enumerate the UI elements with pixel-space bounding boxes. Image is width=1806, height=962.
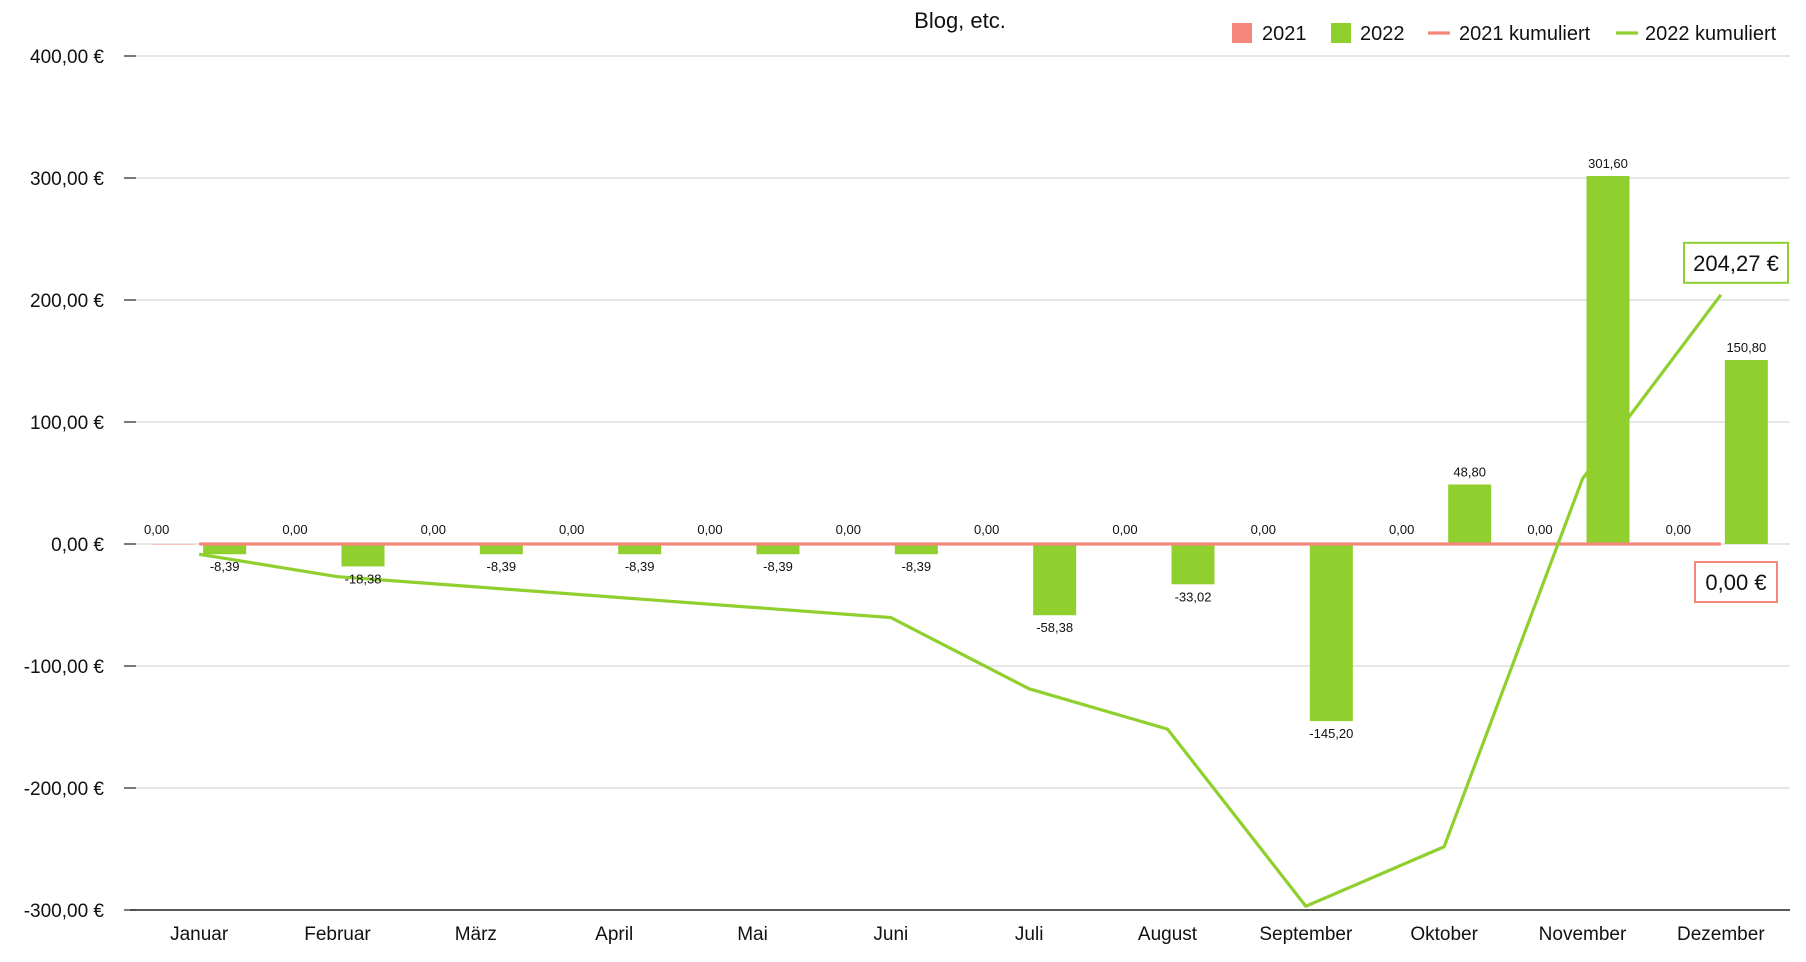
end-label-box <box>1683 241 1789 284</box>
data-label-2021: 0,00 <box>836 522 861 537</box>
bar-2022 <box>1448 484 1492 544</box>
x-tick-label: Dezember <box>1677 924 1765 945</box>
chart-title: Blog, etc. <box>914 8 1006 33</box>
data-label-2021: 0,00 <box>144 522 169 537</box>
data-label-2022: -18,38 <box>345 571 382 586</box>
legend-swatch <box>1331 23 1351 43</box>
bar-2022 <box>1724 360 1768 544</box>
y-tick-label: -200,00 € <box>24 779 105 800</box>
legend: 2021 2022 2021 kumuliert 2022 kumuliert <box>1232 23 1777 45</box>
x-tick-label: September <box>1259 924 1353 945</box>
bar-2022 <box>894 544 938 555</box>
data-label-2022: -8,39 <box>625 559 655 574</box>
x-tick-label: August <box>1138 924 1198 945</box>
bar-2022 <box>618 544 662 555</box>
line-2022-kumuliert <box>198 293 1723 908</box>
data-label-2021: 0,00 <box>1112 522 1137 537</box>
end-label: 0,00 € <box>1705 570 1766 595</box>
x-tick-label: Juli <box>1015 924 1044 945</box>
legend-label: 2022 <box>1360 23 1405 45</box>
data-label-2022: 301,60 <box>1588 156 1628 171</box>
data-label-2021: 0,00 <box>974 522 999 537</box>
data-label-2022: -8,39 <box>902 559 932 574</box>
x-tick-label: April <box>595 924 633 945</box>
data-label-2021: 0,00 <box>697 522 722 537</box>
data-label-2022: 150,80 <box>1726 340 1766 355</box>
bar-2022 <box>1033 544 1077 616</box>
legend-label: 2021 <box>1262 23 1307 45</box>
legend-swatch <box>1232 23 1252 43</box>
y-axis: 400,00 € 300,00 € 200,00 € 100,00 € 0,00 € -1… <box>24 47 136 922</box>
bar-2021 <box>152 544 196 545</box>
y-gridlines <box>130 55 1790 911</box>
y-tick-label: 200,00 € <box>30 291 104 312</box>
data-label-2022: -33,02 <box>1175 589 1212 604</box>
x-tick-label: Februar <box>304 924 371 945</box>
x-tick-label: Mai <box>737 924 768 945</box>
legend-label: 2022 kumuliert <box>1645 23 1777 45</box>
y-tick-label: 0,00 € <box>51 535 104 556</box>
bar-2022 <box>1171 544 1215 585</box>
end-labels: 204,27 € 0,00 € <box>1683 241 1789 603</box>
y-tick-label: -300,00 € <box>24 901 105 922</box>
x-tick-label: Januar <box>170 924 229 945</box>
bar-2022 <box>341 544 385 567</box>
data-label-2021: 0,00 <box>559 522 584 537</box>
x-tick-label: November <box>1539 924 1627 945</box>
x-axis: Januar Februar März April Mai Juni Juli August S… <box>170 924 1765 945</box>
bar-2022 <box>1586 176 1630 544</box>
bars <box>152 176 1768 722</box>
y-tick-label: 300,00 € <box>30 169 104 190</box>
end-label: 204,27 € <box>1693 251 1779 276</box>
end-label-box <box>1694 561 1778 603</box>
y-tick-label: 100,00 € <box>30 413 104 434</box>
data-labels: 0,00 -8,39 0,00 -18,38 0,00 -8,39 0,00 -8,39 0,0… <box>144 156 1766 741</box>
data-label-2022: -145,20 <box>1309 726 1353 741</box>
cumulative-lines <box>198 293 1723 908</box>
bar-2022 <box>203 544 247 555</box>
data-label-2022: -8,39 <box>210 559 240 574</box>
data-label-2021: 0,00 <box>1527 522 1552 537</box>
data-label-2022: -58,38 <box>1036 620 1073 635</box>
data-label-2022: -8,39 <box>487 559 517 574</box>
x-tick-label: Oktober <box>1410 924 1478 945</box>
x-tick-label: März <box>455 924 497 945</box>
data-label-2021: 0,00 <box>1389 522 1414 537</box>
y-tick-label: -100,00 € <box>24 657 105 678</box>
bar-2022 <box>1309 544 1353 722</box>
y-tick-label: 400,00 € <box>30 47 104 68</box>
data-label-2021: 0,00 <box>1666 522 1691 537</box>
data-label-2022: 48,80 <box>1453 464 1486 479</box>
x-tick-label: Juni <box>873 924 908 945</box>
data-label-2021: 0,00 <box>1251 522 1276 537</box>
data-label-2022: -8,39 <box>763 559 793 574</box>
legend-label: 2021 kumuliert <box>1459 23 1591 45</box>
bar-2022 <box>756 544 800 555</box>
data-label-2021: 0,00 <box>421 522 446 537</box>
data-label-2021: 0,00 <box>282 522 307 537</box>
bar-2022 <box>479 544 523 555</box>
